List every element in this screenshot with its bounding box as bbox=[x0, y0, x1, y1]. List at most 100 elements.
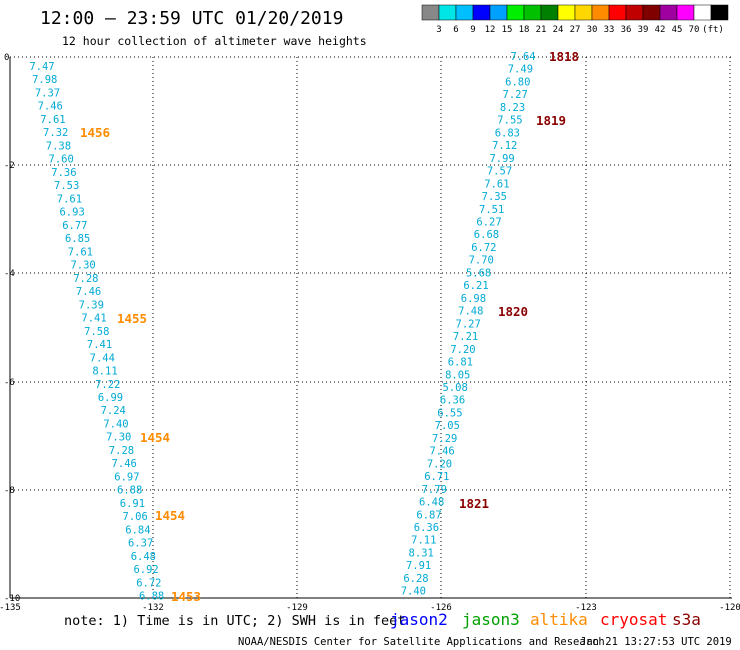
swh-value: 7.46 bbox=[112, 458, 137, 470]
legend-label: 42 bbox=[655, 25, 666, 35]
swh-value: 6.97 bbox=[114, 471, 139, 483]
swh-value: 7.35 bbox=[482, 191, 507, 203]
pass-time-label: 1821 bbox=[459, 496, 489, 511]
pass-time-label: 1820 bbox=[498, 304, 528, 319]
satellite-name: cryosat bbox=[600, 610, 667, 629]
swh-value: 7.28 bbox=[73, 273, 98, 285]
legend-swatch bbox=[438, 4, 457, 21]
legend-swatch bbox=[642, 4, 661, 21]
color-legend: 3 6 9 12 15 18 21 24 27 30 33 36 39 42 45 70 (ft) bbox=[421, 4, 729, 35]
swh-value: 7.28 bbox=[109, 445, 134, 457]
pass-time-label: 1455 bbox=[117, 311, 147, 326]
swh-value: 7.24 bbox=[101, 405, 126, 417]
pass-time-label: 1456 bbox=[80, 125, 110, 140]
swh-value: 7.49 bbox=[508, 64, 533, 76]
y-tick-label: -8 bbox=[4, 486, 15, 496]
pass-time-labels: 1456 1455 1454 1454 1453 1818 1819 1820 1821 bbox=[80, 49, 579, 604]
legend-label: 21 bbox=[536, 25, 547, 35]
swh-value: 7.46 bbox=[429, 446, 454, 458]
legend-swatch bbox=[676, 4, 695, 21]
legend-swatch bbox=[693, 4, 712, 21]
swh-value: 7.30 bbox=[106, 432, 131, 444]
swh-value: 6.83 bbox=[495, 127, 520, 139]
swh-value: 7.29 bbox=[432, 433, 457, 445]
swh-value: 7.06 bbox=[123, 511, 148, 523]
x-tick-label: -126 bbox=[430, 603, 452, 613]
swh-value: 8.31 bbox=[409, 547, 434, 559]
swh-value: 6.72 bbox=[471, 242, 496, 254]
swh-value: 7.57 bbox=[487, 166, 512, 178]
legend-label: 39 bbox=[638, 25, 649, 35]
swh-value: 7.61 bbox=[57, 193, 82, 205]
swh-value: 6.36 bbox=[414, 522, 439, 534]
pass-time-label: 1454 bbox=[140, 430, 170, 445]
swh-value: 6.71 bbox=[424, 471, 449, 483]
swh-value: 7.61 bbox=[40, 114, 65, 126]
legend-label: 6 bbox=[453, 25, 458, 35]
pass-time-label: 1454 bbox=[155, 508, 185, 523]
swh-value: 7.21 bbox=[453, 331, 478, 343]
pass-time-label: 1819 bbox=[536, 113, 566, 128]
legend-swatch bbox=[506, 4, 525, 21]
x-tick-label: -129 bbox=[286, 603, 308, 613]
map-subtitle: 12 hour collection of altimeter wave hei… bbox=[62, 34, 367, 48]
y-tick-labels: 0 -2 -4 -6 -8 -10 bbox=[4, 53, 20, 604]
swh-value: 7.55 bbox=[497, 115, 522, 127]
legend-label: 3 bbox=[436, 25, 441, 35]
legend-label: 9 bbox=[470, 25, 475, 35]
swh-value: 6.88 bbox=[139, 591, 164, 603]
map-grid bbox=[10, 56, 732, 598]
swh-value: 6.48 bbox=[419, 497, 444, 509]
swh-value: 7.98 bbox=[32, 74, 57, 86]
swh-value: 6.48 bbox=[131, 551, 156, 563]
satellite-name: altika bbox=[530, 610, 588, 629]
legend-swatch bbox=[591, 4, 610, 21]
swh-value: 7.70 bbox=[469, 255, 494, 267]
legend-label: 36 bbox=[621, 25, 632, 35]
swh-value: 7.40 bbox=[401, 586, 426, 598]
legend-label: 15 bbox=[502, 25, 513, 35]
swh-value: 6.37 bbox=[128, 538, 153, 550]
swh-value: 7.41 bbox=[81, 313, 106, 325]
swh-value: 7.60 bbox=[49, 154, 74, 166]
legend-label: 45 bbox=[672, 25, 683, 35]
swh-value: 7.99 bbox=[489, 153, 514, 165]
satellite-key: jason2 jason3 altika cryosat s3a bbox=[390, 610, 701, 629]
swh-value: 7.20 bbox=[427, 458, 452, 470]
legend-swatch bbox=[608, 4, 627, 21]
swh-value: 7.12 bbox=[492, 140, 517, 152]
swh-value: 7.39 bbox=[79, 299, 104, 311]
legend-swatch bbox=[574, 4, 593, 21]
footer-credit: NOAA/NESDIS Center for Satellite Applica… bbox=[238, 636, 605, 648]
swh-value: 7.46 bbox=[76, 286, 101, 298]
x-tick-label: -135 bbox=[0, 603, 21, 613]
swh-value: 7.61 bbox=[68, 246, 93, 258]
x-tick-labels: -135 -132 -129 -126 -123 -120 bbox=[0, 603, 740, 613]
swh-value: 8.05 bbox=[445, 369, 470, 381]
swh-value: 7.58 bbox=[84, 326, 109, 338]
legend-label: 27 bbox=[570, 25, 581, 35]
swh-value: 6.77 bbox=[62, 220, 87, 232]
swh-value: 7.48 bbox=[458, 306, 483, 318]
swh-value: 7.79 bbox=[422, 484, 447, 496]
swh-value: 5.68 bbox=[466, 267, 491, 279]
swh-value: 8.11 bbox=[92, 366, 117, 378]
x-tick-label: -132 bbox=[142, 603, 164, 613]
legend-swatch bbox=[523, 4, 542, 21]
swh-value: 6.72 bbox=[136, 577, 161, 589]
swh-value: 6.87 bbox=[416, 509, 441, 521]
legend-label: 24 bbox=[553, 25, 564, 35]
swh-value: 6.93 bbox=[59, 207, 84, 219]
swh-value: 6.80 bbox=[505, 76, 530, 88]
satellite-name: jason3 bbox=[462, 610, 520, 629]
swh-value: 7.46 bbox=[38, 101, 63, 113]
legend-swatch bbox=[710, 4, 729, 21]
legend-swatch bbox=[489, 4, 508, 21]
legend-label: 18 bbox=[519, 25, 530, 35]
swh-value: 7.41 bbox=[87, 339, 112, 351]
swh-value: 7.30 bbox=[70, 260, 95, 272]
x-tick-label: -123 bbox=[575, 603, 597, 613]
swh-value: 7.20 bbox=[450, 344, 475, 356]
swh-value: 7.22 bbox=[95, 379, 120, 391]
